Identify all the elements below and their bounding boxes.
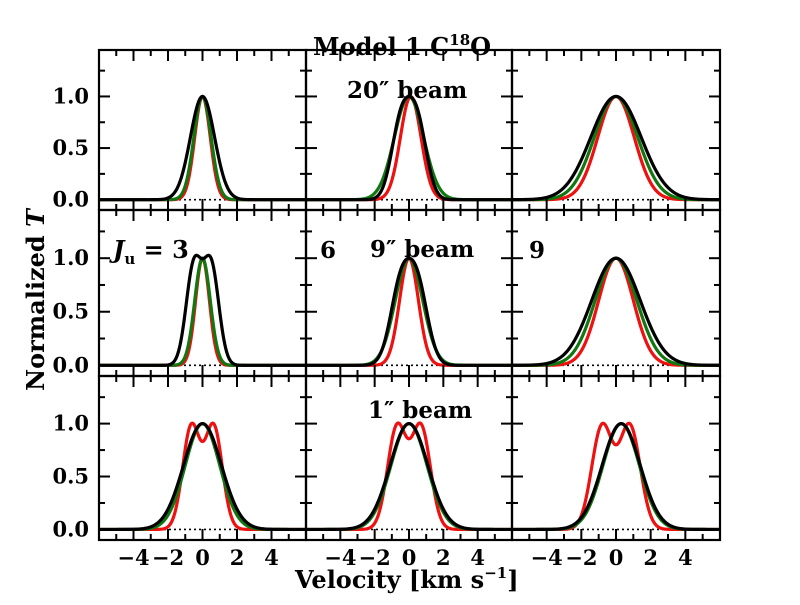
y-axis-label: Normalized T: [21, 207, 50, 391]
beam-9-label: 9″ beam: [370, 236, 474, 263]
ju-6-label: 6: [320, 237, 336, 264]
green-series-line: [512, 256, 720, 367]
y-tick-label: 0.5: [52, 464, 89, 489]
black-series-line: [306, 256, 512, 367]
black-series-line: [99, 94, 306, 202]
y-tick-label: 0.0: [52, 516, 89, 541]
black-series-line: [512, 256, 720, 367]
red-series-line: [99, 94, 306, 202]
red-series-line: [99, 256, 306, 367]
panel-frame: [97, 208, 308, 378]
panel-frame: [510, 48, 722, 212]
x-tick-label: 0: [402, 545, 417, 570]
ju-9-label: 9: [529, 237, 545, 264]
panel-frame: [510, 208, 722, 378]
black-series-line: [512, 94, 720, 202]
y-tick-label: 0.0: [52, 187, 89, 212]
y-tick-label: 0.5: [52, 135, 89, 160]
panel-frame: [97, 374, 308, 542]
red-series-line: [306, 421, 512, 532]
panel-frame: [97, 48, 308, 212]
x-tick-label: 4: [678, 545, 693, 570]
x-tick-label: −4: [531, 545, 563, 570]
black-series-line: [512, 422, 720, 532]
panel-frame: [510, 374, 722, 542]
x-tick-label: 2: [436, 545, 451, 570]
beam-1-label: 1″ beam: [368, 397, 472, 424]
x-tick-label: 0: [609, 545, 624, 570]
green-series-line: [306, 256, 512, 367]
panel-0-2: [510, 48, 722, 212]
x-tick-label: 4: [264, 545, 279, 570]
red-series-line: [512, 421, 720, 532]
y-tick-label: 1.0: [52, 245, 89, 270]
x-tick-label: −2: [152, 545, 184, 570]
ju-3-label: Ju = 3: [109, 235, 189, 268]
panel-0-0: 0.0 0.5 1.0: [52, 48, 308, 212]
x-tick-label: 4: [470, 545, 485, 570]
panel-1-1: [304, 208, 514, 378]
y-tick-label: 0.5: [52, 299, 89, 324]
black-series-line: [99, 253, 306, 367]
x-axis-label: Velocity [km s−1]: [294, 564, 519, 594]
black-series-line: [99, 422, 306, 532]
red-series-line: [306, 94, 512, 202]
x-tick-label: −4: [117, 545, 149, 570]
panel-1-2: [510, 208, 722, 378]
green-series-line: [306, 94, 512, 202]
green-series-line: [99, 256, 306, 367]
x-tick-label: 2: [230, 545, 245, 570]
green-series-line: [99, 422, 306, 532]
panel-2-1: −4 −2 0 2 4: [304, 374, 514, 570]
x-tick-label: 2: [643, 545, 658, 570]
green-series-line: [512, 422, 720, 532]
x-tick-label: 0: [195, 545, 210, 570]
x-tick-label: −4: [324, 545, 356, 570]
panel-1-0: 0.0 0.5 1.0: [52, 208, 308, 378]
green-series-line: [512, 94, 720, 202]
panel-frame: [304, 48, 514, 212]
y-tick-label: 0.0: [52, 352, 89, 377]
green-series-line: [99, 94, 306, 202]
black-series-line: [306, 94, 512, 202]
x-tick-label: −2: [359, 545, 391, 570]
panel-2-2: −4 −2 0 2 4: [510, 374, 722, 570]
red-series-line: [512, 256, 720, 367]
chart-title: Model 1 C18O: [313, 31, 491, 61]
y-tick-label: 1.0: [52, 411, 89, 436]
x-tick-label: −2: [565, 545, 597, 570]
red-series-line: [512, 94, 720, 202]
panel-frame: [304, 208, 514, 378]
panel-grid: 0.00.51.00.00.51.00.00.51.0−4 −2 0 2 4 −4 −2 0 2…: [52, 48, 722, 570]
red-series-line: [306, 256, 512, 367]
beam-20-label: 20″ beam: [347, 77, 467, 104]
y-tick-label: 1.0: [52, 83, 89, 108]
panel-0-1: [304, 48, 514, 212]
red-series-line: [99, 421, 306, 532]
panel-2-0: 0.0 0.5 1.0 −4 −2 0 2 4: [52, 374, 308, 570]
